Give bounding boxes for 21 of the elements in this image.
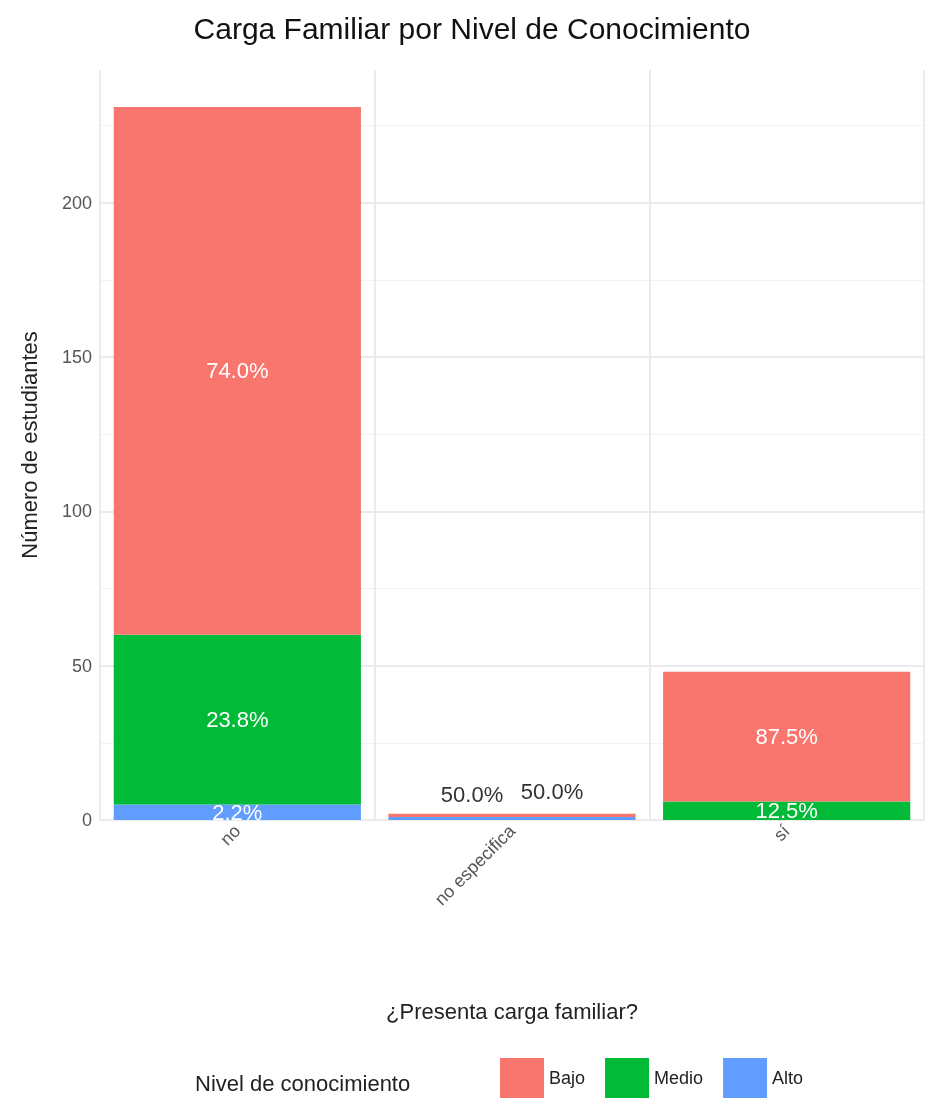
annotation: 74.0% <box>206 358 269 384</box>
annotation: 50.0% <box>520 779 584 805</box>
annotation: 50.0% <box>440 782 504 808</box>
x-axis-title: ¿Presenta carga familiar? <box>386 998 638 1024</box>
y-tick-label: 200 <box>61 192 92 213</box>
legend-label: Medio <box>654 1068 704 1088</box>
bar <box>663 801 911 820</box>
y-axis-title: Número de estudiantes <box>16 331 42 559</box>
annotation: 87.5% <box>755 724 818 750</box>
y-tick-label: 0 <box>81 810 92 830</box>
y-tick-label: 100 <box>61 501 92 522</box>
annotation: 23.8% <box>206 707 269 733</box>
chart-title: Carga Familiar por Nivel de Conocimiento <box>193 11 751 45</box>
legend-title: Nivel de conocimiento <box>195 1070 411 1096</box>
bar <box>113 634 361 805</box>
legend-label: Alto <box>772 1068 804 1088</box>
legend-label: Bajo <box>549 1068 586 1088</box>
bar <box>113 107 361 635</box>
bar <box>663 671 911 802</box>
y-tick-label: 150 <box>61 347 92 368</box>
y-tick-label: 50 <box>71 655 92 676</box>
